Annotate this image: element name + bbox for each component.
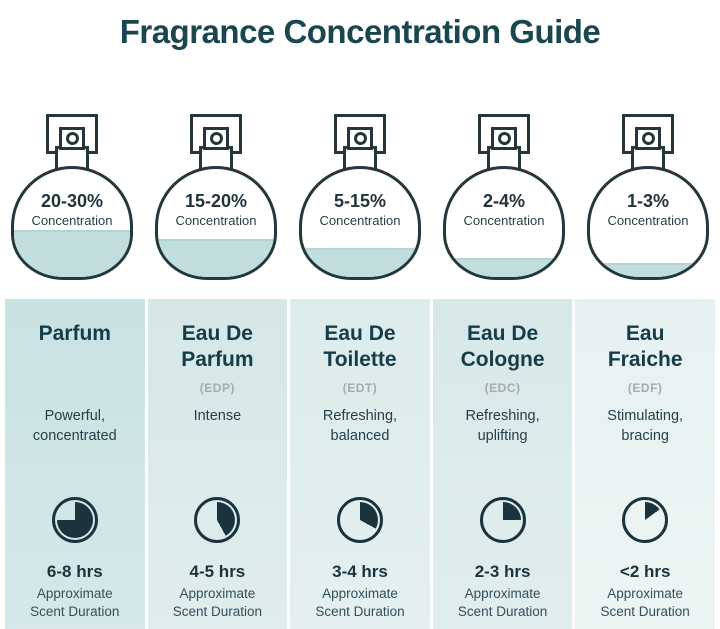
column-eau-fraiche: Eau Fraiche (EDF) Stimulating, bracing <… <box>575 299 715 629</box>
clock-pie-fill <box>627 502 664 538</box>
duration-note: Approximate Scent Duration <box>172 586 263 619</box>
page-title: Fragrance Concentration Guide <box>119 13 601 50</box>
concentration-text: 5-15% Concentration <box>302 191 418 228</box>
concentration-percent: 5-15% <box>333 191 387 211</box>
perfume-bottle-eau-fraiche: 1-3% Concentration <box>576 96 720 292</box>
fragrance-abbr: (EDP) <box>199 381 235 395</box>
duration-value: 2-3 hrs <box>474 562 531 581</box>
nozzle-hole-icon <box>209 132 223 145</box>
fragrance-name: Eau De Cologne <box>460 322 545 372</box>
concentration-percent: 15-20% <box>184 191 248 211</box>
nozzle-hole-icon <box>641 132 655 145</box>
perfume-bottle-eau-de-cologne: 2-4% Concentration <box>432 96 576 292</box>
fragrance-description: Intense <box>193 408 242 424</box>
bottle-body: 1-3% Concentration <box>587 166 709 280</box>
perfume-bottle-eau-de-toilette: 5-15% Concentration <box>288 96 432 292</box>
clock-pie-fill <box>56 502 93 538</box>
column-eau-de-cologne: Eau De Cologne (EDC) Refreshing, uplifti… <box>432 299 573 629</box>
perfume-bottle-eau-de-parfum: 15-20% Concentration <box>144 96 288 292</box>
duration-value: 4-5 hrs <box>189 562 246 581</box>
bottle-liquid-fill <box>446 257 562 277</box>
cap-nozzle <box>635 127 661 150</box>
fragrance-name: Eau De Parfum <box>181 322 254 372</box>
duration-value: 6-8 hrs <box>46 562 103 581</box>
fragrance-abbr <box>5 381 145 401</box>
info-columns: Parfum Powerful, concentrated 6-8 hrs Ap… <box>0 299 720 629</box>
nozzle-hole-icon <box>353 132 367 145</box>
concentration-text: 15-20% Concentration <box>158 191 274 228</box>
bottles-row: 20-30% Concentration 15-20% Concentratio… <box>0 96 720 292</box>
duration-note: Approximate Scent Duration <box>30 586 120 619</box>
column-eau-de-parfum: Eau De Parfum (EDP) Intense 4-5 hrs Appr… <box>147 299 288 629</box>
cap-nozzle <box>347 127 373 150</box>
clock-pie-fill <box>484 502 521 538</box>
bottle-body: 2-4% Concentration <box>443 166 565 280</box>
nozzle-hole-icon <box>65 132 79 145</box>
clock-icon <box>479 497 526 543</box>
bottle-body: 20-30% Concentration <box>11 166 133 280</box>
concentration-text: 1-3% Concentration <box>590 191 706 228</box>
bottle-body: 5-15% Concentration <box>299 166 421 280</box>
fragrance-abbr: (EDF) <box>627 381 663 395</box>
clock-icon <box>622 497 669 543</box>
clock-pie-fill <box>341 502 378 538</box>
fragrance-description: Stimulating, bracing <box>607 408 684 444</box>
nozzle-hole-icon <box>497 132 511 145</box>
duration-note: Approximate Scent Duration <box>457 586 548 619</box>
concentration-percent: 1-3% <box>626 191 670 211</box>
bottle-liquid-fill <box>302 248 418 277</box>
fragrance-name: Parfum <box>38 322 111 345</box>
concentration-text: 20-30% Concentration <box>14 191 130 228</box>
clock-icon <box>51 497 98 543</box>
cap-nozzle <box>203 127 229 150</box>
duration-value: <2 hrs <box>619 562 671 581</box>
fragrance-abbr: (EDT) <box>342 381 378 395</box>
column-eau-de-toilette: Eau De Toilette (EDT) Refreshing, balanc… <box>290 299 430 629</box>
duration-note: Approximate Scent Duration <box>600 586 690 619</box>
concentration-label: Concentration <box>175 213 257 228</box>
concentration-text: 2-4% Concentration <box>446 191 562 228</box>
duration-value: 3-4 hrs <box>332 562 388 581</box>
bottle-liquid-fill <box>590 263 706 277</box>
fragrance-abbr: (EDC) <box>484 381 521 395</box>
column-parfum: Parfum Powerful, concentrated 6-8 hrs Ap… <box>5 299 145 629</box>
concentration-label: Concentration <box>463 213 545 228</box>
clock-icon <box>336 497 383 543</box>
concentration-label: Concentration <box>319 213 401 228</box>
concentration-percent: 20-30% <box>40 191 104 211</box>
fragrance-name: Eau De Toilette <box>323 322 397 372</box>
clock-icon <box>194 497 241 543</box>
concentration-label: Concentration <box>31 213 113 228</box>
cap-nozzle <box>59 127 85 150</box>
clock-pie-fill <box>199 502 236 538</box>
bottle-body: 15-20% Concentration <box>155 166 277 280</box>
concentration-percent: 2-4% <box>482 191 526 211</box>
fragrance-description: Refreshing, balanced <box>322 408 398 444</box>
bottle-liquid-fill <box>14 229 130 277</box>
cap-nozzle <box>491 127 517 150</box>
duration-note: Approximate Scent Duration <box>315 586 405 619</box>
concentration-label: Concentration <box>607 213 689 228</box>
perfume-bottle-parfum: 20-30% Concentration <box>0 96 144 292</box>
bottle-liquid-fill <box>158 239 274 277</box>
fragrance-name: Eau Fraiche <box>607 322 683 372</box>
fragrance-description: Refreshing, uplifting <box>465 408 540 444</box>
fragrance-description: Powerful, concentrated <box>32 408 117 444</box>
